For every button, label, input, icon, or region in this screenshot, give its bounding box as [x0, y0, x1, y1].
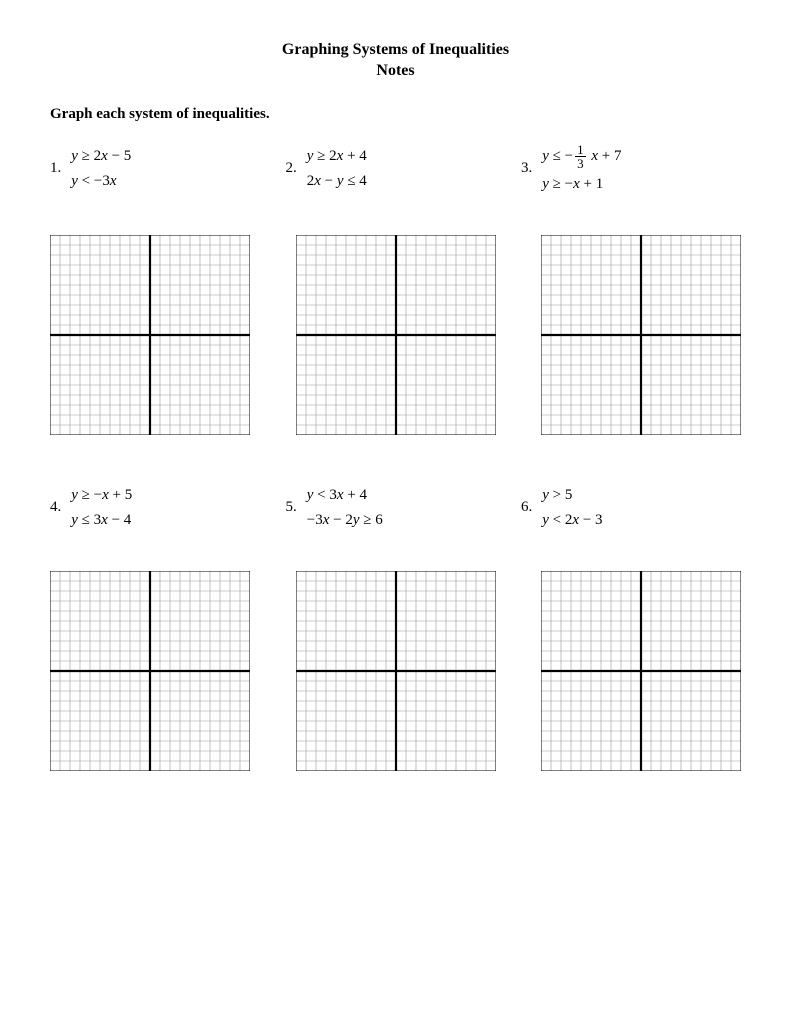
inequality-stack: y ≤ −13 x + 7 y ≥ −x + 1: [542, 143, 621, 195]
title-line-2: Notes: [50, 61, 741, 82]
page-title: Graphing Systems of Inequalities Notes: [50, 40, 741, 82]
inequality-line: y < −3x: [71, 171, 131, 192]
problem-number: 5.: [286, 499, 297, 516]
instruction-text: Graph each system of inequalities.: [50, 106, 741, 123]
title-line-1: Graphing Systems of Inequalities: [50, 40, 741, 61]
problem-number: 6.: [521, 499, 532, 516]
problem-1: 1. y ≥ 2x − 5 y < −3x: [50, 143, 270, 195]
inequality-line: 2x − y ≤ 4: [307, 171, 367, 192]
coordinate-grid: [541, 235, 741, 435]
inequality-line: −3x − 2y ≥ 6: [307, 510, 383, 531]
inequality-stack: y ≥ 2x − 5 y < −3x: [71, 146, 131, 192]
problem-number: 1.: [50, 160, 61, 177]
grids-row-2: [50, 571, 741, 771]
grids-row-1: [50, 235, 741, 435]
inequality-line: y ≥ −x + 5: [71, 485, 132, 506]
inequality-stack: y < 3x + 4 −3x − 2y ≥ 6: [307, 485, 383, 531]
problem-5: 5. y < 3x + 4 −3x − 2y ≥ 6: [286, 485, 506, 531]
coordinate-grid: [541, 571, 741, 771]
inequality-stack: y > 5 y < 2x − 3: [542, 485, 602, 531]
problem-number: 4.: [50, 499, 61, 516]
inequality-line: y ≥ 2x + 4: [307, 146, 367, 167]
problem-number: 3.: [521, 160, 532, 177]
inequality-line: y ≥ −x + 1: [542, 174, 621, 195]
problem-3: 3. y ≤ −13 x + 7 y ≥ −x + 1: [521, 143, 741, 195]
inequality-line: y > 5: [542, 485, 602, 506]
inequality-line: y ≥ 2x − 5: [71, 146, 131, 167]
coordinate-grid: [296, 571, 496, 771]
coordinate-grid: [50, 571, 250, 771]
coordinate-grid: [50, 235, 250, 435]
inequality-line: y < 2x − 3: [542, 510, 602, 531]
problem-2: 2. y ≥ 2x + 4 2x − y ≤ 4: [286, 143, 506, 195]
inequality-line: y < 3x + 4: [307, 485, 383, 506]
problem-6: 6. y > 5 y < 2x − 3: [521, 485, 741, 531]
inequality-line: y ≤ −13 x + 7: [542, 143, 621, 170]
problem-number: 2.: [286, 160, 297, 177]
inequality-line: y ≤ 3x − 4: [71, 510, 132, 531]
coordinate-grid: [296, 235, 496, 435]
problems-row-1: 1. y ≥ 2x − 5 y < −3x 2. y ≥ 2x + 4 2x −…: [50, 143, 741, 195]
problem-4: 4. y ≥ −x + 5 y ≤ 3x − 4: [50, 485, 270, 531]
problems-row-2: 4. y ≥ −x + 5 y ≤ 3x − 4 5. y < 3x + 4 −…: [50, 485, 741, 531]
inequality-stack: y ≥ 2x + 4 2x − y ≤ 4: [307, 146, 367, 192]
inequality-stack: y ≥ −x + 5 y ≤ 3x − 4: [71, 485, 132, 531]
